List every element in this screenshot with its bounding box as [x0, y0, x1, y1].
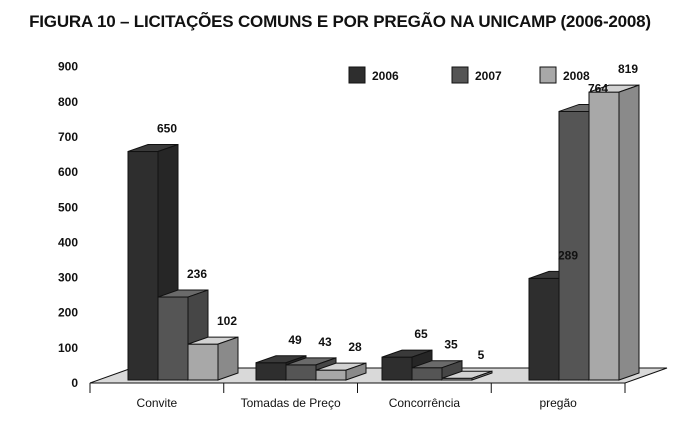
bar-front: [315, 369, 347, 381]
bar: [411, 359, 463, 381]
bar-front: [285, 364, 317, 381]
legend-swatch: [451, 66, 469, 84]
bar-front: [127, 151, 159, 381]
y-tick-label: 0: [71, 376, 78, 390]
legend-swatch: [348, 66, 366, 84]
x-tick-label: Convite: [137, 396, 178, 410]
bar-front: [411, 367, 443, 381]
data-label: 764: [588, 81, 608, 95]
bar: [315, 362, 367, 381]
bar-front: [588, 91, 620, 381]
y-tick-label: 200: [58, 306, 78, 320]
data-label: 236: [187, 267, 207, 281]
bar-side: [345, 362, 367, 381]
y-tick-label: 700: [58, 130, 78, 144]
legend-label: 2006: [372, 69, 399, 83]
data-label: 35: [444, 338, 458, 352]
y-tick-label: 600: [58, 165, 78, 179]
x-tick-label: Concorrência: [389, 396, 461, 410]
data-label: 102: [217, 314, 237, 328]
bar-side: [471, 370, 493, 381]
legend-label: 2008: [563, 69, 590, 83]
y-tick-label: 400: [58, 235, 78, 249]
bar-front: [381, 356, 413, 381]
bar-front: [157, 296, 189, 381]
x-tick-label: pregão: [539, 396, 577, 410]
bar: [588, 84, 640, 381]
bar: [157, 289, 209, 381]
data-label: 65: [414, 327, 428, 341]
y-tick-label: 500: [58, 200, 78, 214]
data-label: 650: [157, 122, 177, 136]
data-label: 819: [618, 62, 638, 76]
bar-front: [187, 343, 219, 381]
bar-front: [255, 362, 287, 381]
bar-front: [528, 277, 560, 381]
bar: [187, 336, 239, 381]
bar: [441, 370, 493, 381]
legend-label: 2007: [475, 69, 502, 83]
legend-swatch: [539, 66, 557, 84]
y-tick-label: 900: [58, 60, 78, 74]
y-tick-label: 800: [58, 95, 78, 109]
bar-front: [558, 110, 590, 381]
y-tick-label: 100: [58, 341, 78, 355]
data-label: 28: [348, 340, 362, 354]
data-label: 289: [558, 248, 578, 262]
legend-item: 2006: [348, 66, 399, 84]
data-label: 5: [478, 348, 485, 362]
bar-side: [217, 336, 239, 381]
data-label: 43: [318, 335, 332, 349]
legend-item: 2007: [451, 66, 502, 84]
x-tick-label: Tomadas de Preço: [241, 396, 341, 410]
bar-side: [618, 84, 640, 381]
data-label: 49: [288, 333, 302, 347]
legend-item: 2008: [539, 66, 590, 84]
chart-title: FIGURA 10 – LICITAÇÕES COMUNS E POR PREG…: [29, 12, 651, 31]
y-tick-label: 300: [58, 271, 78, 285]
